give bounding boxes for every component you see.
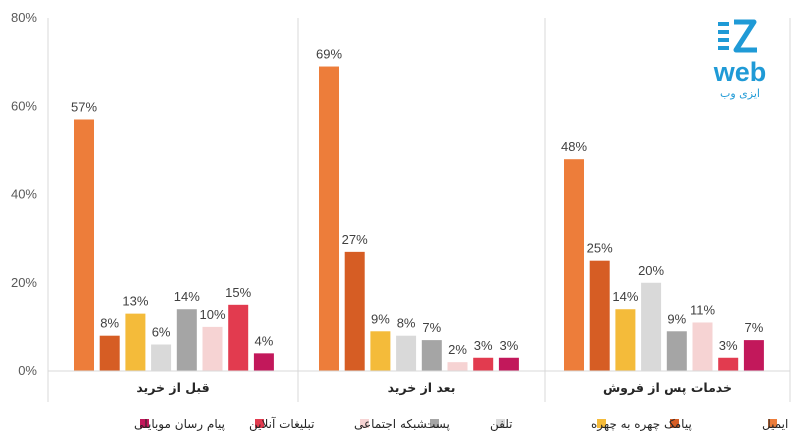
bar <box>743 340 764 371</box>
x-axis: قبل از خرید بعد از خرید خدمات پس از فروش <box>47 18 791 402</box>
bar <box>615 309 636 371</box>
data-label: 9% <box>667 311 686 326</box>
logo-stripe <box>718 38 729 42</box>
legend-label: چهره به چهره <box>591 417 660 432</box>
data-label: 10% <box>199 307 225 322</box>
y-tick-label: 80% <box>11 10 37 25</box>
data-label: 25% <box>587 241 613 256</box>
bar <box>396 335 417 371</box>
bar <box>319 66 339 371</box>
y-tick-label: 60% <box>11 98 37 113</box>
bar <box>473 357 494 371</box>
data-label: 6% <box>152 325 171 340</box>
logo-word: web <box>713 57 767 87</box>
data-label: 69% <box>316 47 342 62</box>
bar <box>641 282 662 371</box>
bar <box>589 260 610 371</box>
legend-label: پیام رسان موبایلی <box>134 417 225 432</box>
logo-stripe <box>718 22 729 26</box>
legend-swatch <box>670 419 679 428</box>
legend-swatch <box>360 419 369 428</box>
bar <box>666 331 687 371</box>
bar <box>176 309 197 371</box>
logo-z-mark <box>733 19 757 53</box>
bar <box>125 313 146 371</box>
bar <box>74 119 94 371</box>
data-label: 15% <box>225 285 251 300</box>
data-label: 8% <box>397 316 416 331</box>
legend-label: ایمیل <box>762 417 788 431</box>
legend-label: شبکه اجتماعی <box>354 417 427 431</box>
bar <box>692 322 713 371</box>
bar <box>718 357 739 371</box>
bar <box>151 344 172 371</box>
logo-stripe <box>718 30 729 34</box>
bar <box>253 353 274 371</box>
category-label: خدمات پس از فروش <box>603 380 732 395</box>
legend-swatch <box>255 419 264 428</box>
legend-label: پیامک <box>664 417 692 431</box>
data-label: 9% <box>371 311 390 326</box>
y-tick-label: 0% <box>18 363 37 378</box>
legend-swatch <box>768 419 777 428</box>
data-label: 20% <box>638 263 664 278</box>
data-label: 14% <box>612 289 638 304</box>
bar <box>421 340 442 371</box>
y-tick-label: 40% <box>11 187 37 202</box>
data-label: 7% <box>745 320 764 335</box>
legend-swatch <box>430 419 439 428</box>
data-label: 14% <box>174 289 200 304</box>
data-label: 3% <box>474 338 493 353</box>
category-label: قبل از خرید <box>136 380 209 395</box>
data-label: 8% <box>100 316 119 331</box>
ezweb-logo: web ایزی وب <box>713 19 767 100</box>
y-axis: 0% 20% 40% 60% 80% <box>11 10 37 378</box>
legend-swatch <box>496 419 505 428</box>
legend-swatch <box>597 419 606 428</box>
logo-stripe <box>718 46 729 50</box>
data-label: 11% <box>690 302 715 317</box>
bar <box>228 304 249 371</box>
data-label: 2% <box>448 342 467 357</box>
legend-label: تبلیغات آنلاین <box>249 416 314 432</box>
bar <box>447 362 468 371</box>
bar <box>370 331 391 371</box>
data-label: 3% <box>719 338 738 353</box>
data-label: 7% <box>422 320 441 335</box>
bar <box>99 335 120 371</box>
data-label: 48% <box>561 139 587 154</box>
data-label: 27% <box>342 232 368 247</box>
legend-label: پست <box>424 417 450 431</box>
category-label: بعد از خرید <box>388 380 456 395</box>
bar <box>202 326 223 371</box>
bar <box>564 159 584 371</box>
legend-label: تلفن <box>490 417 513 432</box>
data-label: 13% <box>122 294 148 309</box>
bars: 57%8%13%6%14%10%15%4%69%27%9% 8% 7%2% 3% 3%4… <box>71 47 764 371</box>
y-tick-label: 20% <box>11 275 37 290</box>
legend-swatch <box>140 419 149 428</box>
bar <box>498 357 519 371</box>
data-label: 4% <box>255 333 274 348</box>
data-label: 3% <box>500 338 519 353</box>
bar <box>344 251 365 371</box>
data-label: 57% <box>71 99 97 114</box>
logo-tagline: ایزی وب <box>720 87 760 100</box>
